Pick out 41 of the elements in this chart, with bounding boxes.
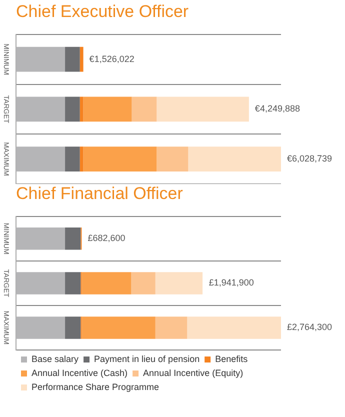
bar [155, 272, 203, 294]
bar [65, 46, 80, 72]
legend-label: Benefits [215, 354, 248, 364]
annotation: €4,249,888 [254, 104, 300, 114]
annotation: €6,028,739 [287, 154, 332, 164]
bar [16, 272, 66, 294]
bar [65, 228, 81, 250]
bar [82, 272, 132, 294]
legend-label: Performance Share Programme [32, 382, 160, 392]
legend-label: Annual Incentive (Equity) [143, 368, 244, 378]
bar [155, 316, 188, 339]
bar [83, 96, 132, 122]
bar [83, 146, 157, 172]
chart-title: Chief Financial Officer [16, 184, 184, 203]
legend-label: Annual Incentive (Cash) [32, 368, 128, 378]
bar [156, 146, 188, 172]
bar [65, 316, 81, 339]
bar [82, 316, 156, 339]
bar [65, 146, 80, 172]
bar [80, 146, 84, 172]
chart-title: Chief Executive Officer [16, 2, 189, 21]
annotation: £1,941,900 [208, 278, 254, 288]
bar [16, 228, 66, 250]
annotation: €1,526,022 [89, 54, 134, 64]
bar [16, 316, 66, 339]
bar [156, 96, 249, 122]
bar [131, 272, 156, 294]
bar [132, 96, 157, 122]
annotation: £2,764,300 [287, 322, 332, 332]
bar [188, 146, 281, 172]
bar [80, 46, 84, 72]
bar [16, 96, 66, 122]
bar [16, 146, 66, 172]
legend-label: Payment in lieu of pension [94, 354, 200, 364]
legend-label: Base salary [32, 354, 80, 364]
bar [187, 316, 281, 339]
bar [65, 96, 80, 122]
bar [16, 46, 66, 72]
bar [80, 96, 84, 122]
bar [65, 272, 81, 294]
annotation: £682,600 [88, 233, 126, 244]
